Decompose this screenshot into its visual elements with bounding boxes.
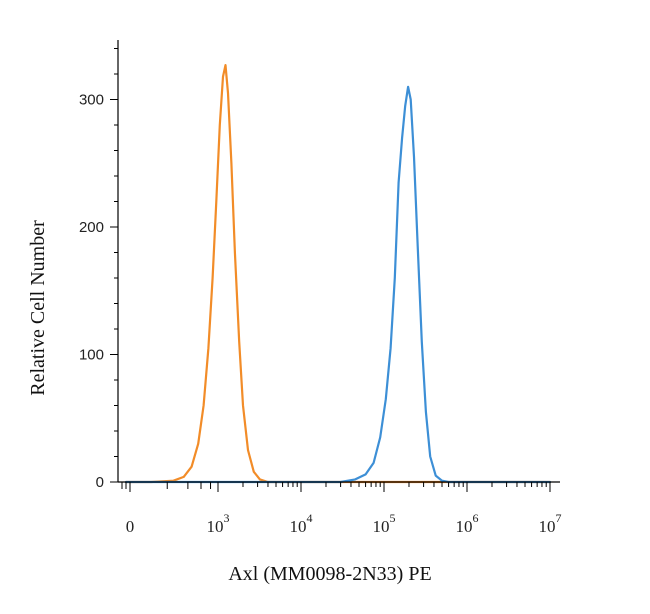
x-axis-title: Axl (MM0098-2N33) PE bbox=[228, 563, 431, 585]
x-tick-label: 103 bbox=[207, 511, 230, 536]
y-axis-title: Relative Cell Number bbox=[27, 220, 49, 396]
x-tick-label: 0 bbox=[126, 517, 135, 536]
series-line-1 bbox=[124, 63, 552, 484]
y-tick-label: 0 bbox=[96, 474, 104, 491]
x-tick-label: 106 bbox=[456, 511, 479, 536]
ticks-layer: 0 100 200 300 0 103 104 105 106 107 bbox=[79, 48, 562, 536]
y-tick-label: 200 bbox=[79, 219, 104, 236]
series-layer bbox=[124, 63, 552, 484]
x-tick-label: 107 bbox=[539, 511, 562, 536]
y-tick-label: 100 bbox=[79, 347, 104, 364]
series-line-2 bbox=[124, 85, 552, 484]
axes-layer bbox=[117, 40, 560, 483]
y-tick-label: 300 bbox=[79, 92, 104, 109]
x-tick-label: 105 bbox=[373, 511, 396, 536]
x-tick-label: 104 bbox=[290, 511, 313, 536]
